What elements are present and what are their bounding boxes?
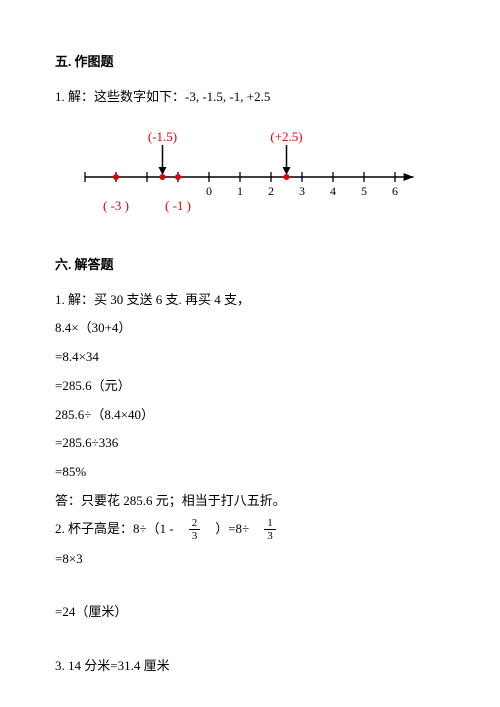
q2-mid: ）=8÷ [202,521,262,536]
section6-title: 六. 解答题 [55,253,445,278]
number-line-svg: 0 1 2 3 4 5 6 (-1.5) (+2.5) ( -3 ) ( -1 ) [75,129,435,219]
svg-text:(-1.5): (-1.5) [148,129,177,144]
q2-l1: 2. 杯子高是：8÷（1 - 23 ）=8÷ 13 [55,517,445,543]
q2-l2: =8×3 [55,547,445,572]
q2-l3: =24（厘米） [55,600,445,625]
svg-text:4: 4 [330,184,336,198]
q1-l5: 285.6÷（8.4×40） [55,403,445,428]
svg-text:( -3 ): ( -3 ) [103,198,129,213]
q2-prefix: 2. 杯子高是：8÷（1 - [55,521,187,536]
q2-frac2-num: 1 [264,517,276,530]
q1-l6: =285.6÷336 [55,431,445,456]
q1-l8: 答：只要花 285.6 元；相当于打八五折。 [55,489,445,514]
svg-text:0: 0 [206,184,212,198]
q1-l4: =285.6（元） [55,374,445,399]
svg-text:2: 2 [268,184,274,198]
q2-frac2-den: 3 [264,530,276,542]
section5-title: 五. 作图题 [55,50,445,75]
q1-l2: 8.4×（30+4） [55,316,445,341]
svg-text:1: 1 [237,184,243,198]
svg-text:( -1 ): ( -1 ) [165,198,191,213]
number-line: 0 1 2 3 4 5 6 (-1.5) (+2.5) ( -3 ) ( -1 ) [75,129,445,228]
q2-frac1: 23 [189,517,201,542]
q2-frac1-den: 3 [189,530,201,542]
q1-l1: 1. 解：买 30 支送 6 支. 再买 4 支， [55,288,445,313]
svg-text:5: 5 [361,184,367,198]
sec5-q1-text: 1. 解：这些数字如下：-3, -1.5, -1, +2.5 [55,85,445,110]
svg-text:3: 3 [299,184,305,198]
svg-text:6: 6 [392,184,398,198]
q2-frac1-num: 2 [189,517,201,530]
q1-l3: =8.4×34 [55,345,445,370]
svg-text:(+2.5): (+2.5) [270,129,302,144]
q2-frac2: 13 [264,517,276,542]
q3-l1: 3. 14 分米=31.4 厘米 [55,654,445,679]
q1-l7: =85% [55,460,445,485]
